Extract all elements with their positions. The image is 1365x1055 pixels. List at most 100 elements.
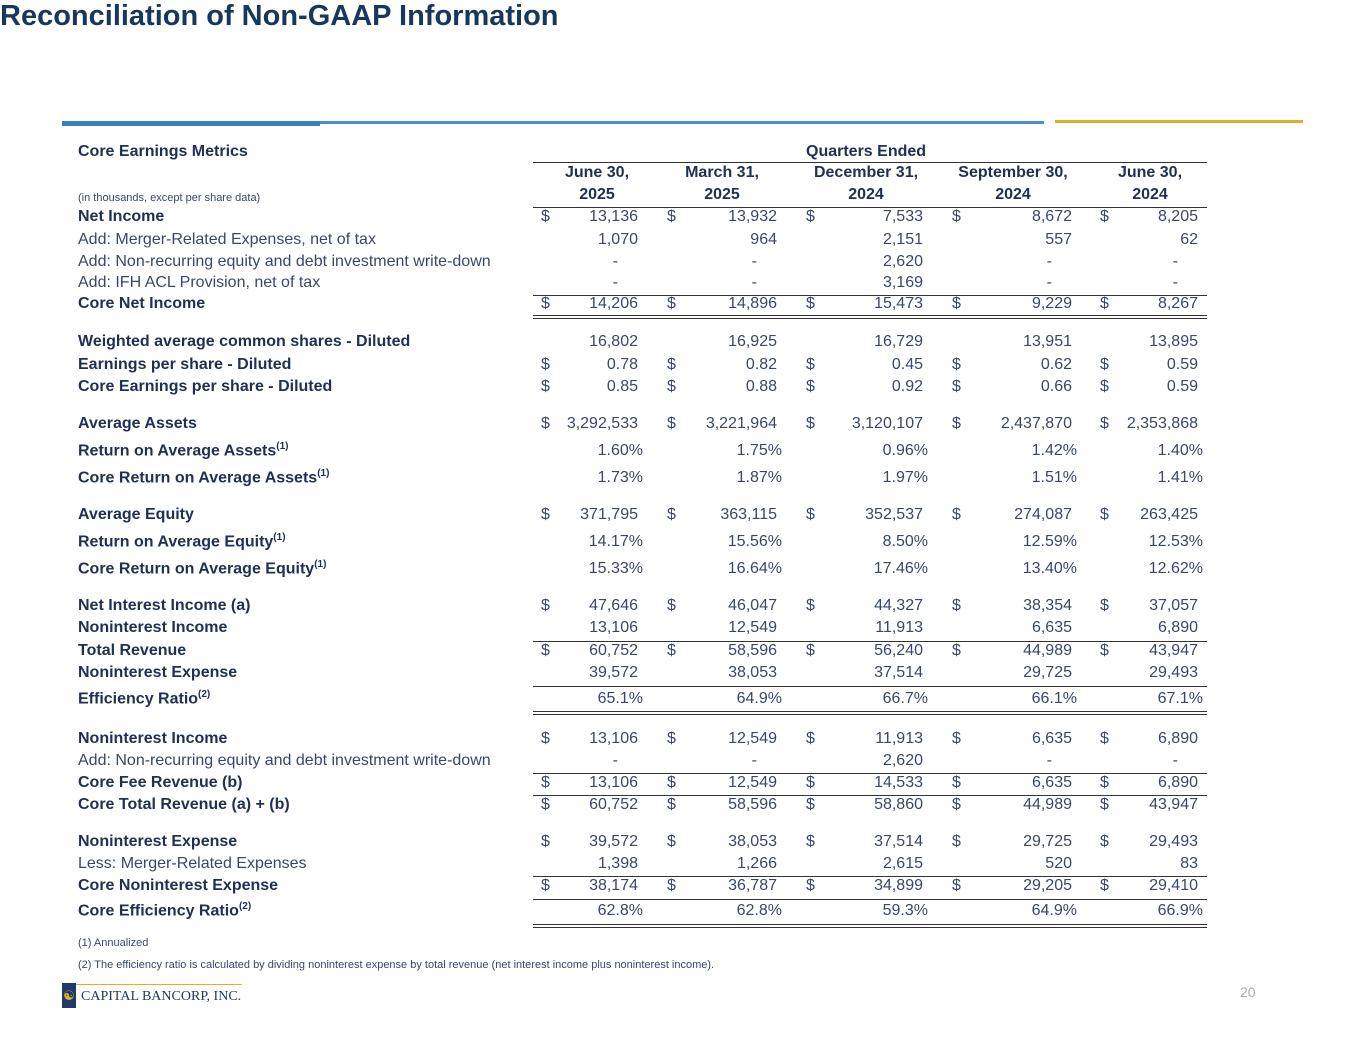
cell-value: 0.82 [745, 356, 777, 373]
cell-value: - [612, 253, 618, 270]
cell-value: 6,890 [1157, 619, 1198, 636]
cell-value: 44,989 [1023, 796, 1072, 813]
row-label-text: Weighted average common shares - Diluted [78, 333, 411, 350]
cell-value: 371,795 [580, 506, 638, 523]
cell-value: 557 [1045, 231, 1072, 248]
cell-value: 38,174 [589, 877, 638, 894]
currency-symbol: $ [1100, 378, 1109, 395]
cell-value: 29,725 [1023, 664, 1072, 681]
cell-value: 64.9% [736, 690, 782, 707]
column-header: June 30, 2025 [527, 162, 667, 206]
cell-value: 66.7% [882, 690, 928, 707]
cell-value: - [612, 274, 618, 291]
currency-symbol: $ [1100, 356, 1109, 373]
cell-value: 65.1% [597, 690, 643, 707]
cell-value: 8,267 [1157, 295, 1198, 312]
row-label: Core Efficiency Ratio(2) [78, 901, 251, 920]
cell-value: - [1172, 253, 1178, 270]
cell-value: 3,292,533 [566, 415, 638, 432]
currency-symbol: $ [667, 730, 676, 747]
column-header: June 30, 2024 [1080, 162, 1220, 206]
currency-symbol: $ [541, 378, 550, 395]
cell-value: 8,672 [1031, 208, 1072, 225]
footnote-1: (1) Annualized [78, 937, 149, 949]
cell-value: 2,437,870 [1000, 415, 1072, 432]
footnote-2: (2) The efficiency ratio is calculated b… [78, 959, 715, 971]
currency-symbol: $ [806, 415, 815, 432]
cell-value: 13,136 [589, 208, 638, 225]
currency-symbol: $ [667, 378, 676, 395]
cell-value: 1,070 [597, 231, 638, 248]
cell-value: 9,229 [1031, 295, 1072, 312]
currency-symbol: $ [806, 796, 815, 813]
column-header: March 31, 2025 [652, 162, 792, 206]
cell-value: 2,151 [882, 231, 923, 248]
row-label: Return on Average Equity(1) [78, 532, 286, 551]
cell-value: 0.62 [1040, 356, 1072, 373]
cell-value: 62.8% [736, 902, 782, 919]
page-title: Reconciliation of Non-GAAP Information [0, 0, 559, 32]
row-label-text: Noninterest Income [78, 730, 228, 747]
cell-value: 29,205 [1023, 877, 1072, 894]
subtotal-rule [533, 641, 1207, 642]
currency-symbol: $ [667, 796, 676, 813]
cell-value: 43,947 [1149, 642, 1198, 659]
row-label-text: Core Return on Average Equity [78, 560, 315, 578]
cell-value: 36,787 [728, 877, 777, 894]
currency-symbol: $ [806, 295, 815, 312]
cell-value: 67.1% [1157, 690, 1203, 707]
cell-value: 66.1% [1031, 690, 1077, 707]
currency-symbol: $ [1100, 597, 1109, 614]
row-label-text: Return on Average Equity [78, 533, 274, 551]
cell-value: 1.87% [736, 469, 782, 486]
cell-value: 43,947 [1149, 796, 1198, 813]
column-header: September 30, 2024 [943, 162, 1083, 206]
cell-value: 1.73% [597, 469, 643, 486]
row-label-text: Noninterest Income [78, 619, 228, 636]
row-label: Core Return on Average Assets(1) [78, 468, 329, 487]
cell-value: 16,925 [728, 333, 777, 350]
row-label-text: Average Assets [78, 415, 197, 432]
cell-value: - [751, 253, 757, 270]
currency-symbol: $ [952, 774, 961, 791]
currency-symbol: $ [952, 378, 961, 395]
footnote-ref: (1) [314, 559, 327, 570]
subtotal-rule [533, 686, 1207, 687]
cell-value: 1.40% [1157, 442, 1203, 459]
subtotal-rule [533, 773, 1207, 774]
row-label: Add: Merger-Related Expenses, net of tax [78, 231, 376, 249]
row-label-text: Less: Merger-Related Expenses [78, 855, 307, 872]
cell-value: 15.33% [588, 560, 643, 577]
currency-symbol: $ [806, 774, 815, 791]
cell-value: - [751, 274, 757, 291]
cell-value: 29,493 [1149, 664, 1198, 681]
currency-symbol: $ [1100, 208, 1109, 225]
cell-value: 16,802 [589, 333, 638, 350]
cell-value: 0.59 [1166, 356, 1198, 373]
currency-symbol: $ [952, 730, 961, 747]
cell-value: 3,169 [882, 274, 923, 291]
row-label: Weighted average common shares - Diluted [78, 333, 410, 351]
cell-value: 47,646 [589, 597, 638, 614]
cell-value: 0.96% [882, 442, 928, 459]
currency-symbol: $ [667, 877, 676, 894]
cell-value: 12.59% [1022, 533, 1077, 550]
currency-symbol: $ [541, 730, 550, 747]
cell-value: 37,514 [874, 833, 923, 850]
cell-value: 1,398 [597, 855, 638, 872]
row-label: Noninterest Expense [78, 664, 237, 682]
currency-symbol: $ [806, 597, 815, 614]
cell-value: 1.51% [1031, 469, 1077, 486]
cell-value: 60,752 [589, 642, 638, 659]
currency-symbol: $ [1100, 730, 1109, 747]
row-label: Average Assets [78, 415, 197, 433]
row-label-text: Average Equity [78, 506, 194, 523]
cell-value: 58,860 [874, 796, 923, 813]
row-label-text: Core Net Income [78, 295, 206, 312]
cell-value: 16,729 [874, 333, 923, 350]
row-label: Efficiency Ratio(2) [78, 689, 210, 708]
row-label: Earnings per share - Diluted [78, 356, 291, 374]
row-label-text: Add: Non-recurring equity and debt inves… [78, 253, 491, 270]
cell-value: 44,327 [874, 597, 923, 614]
cell-value: 38,053 [728, 833, 777, 850]
